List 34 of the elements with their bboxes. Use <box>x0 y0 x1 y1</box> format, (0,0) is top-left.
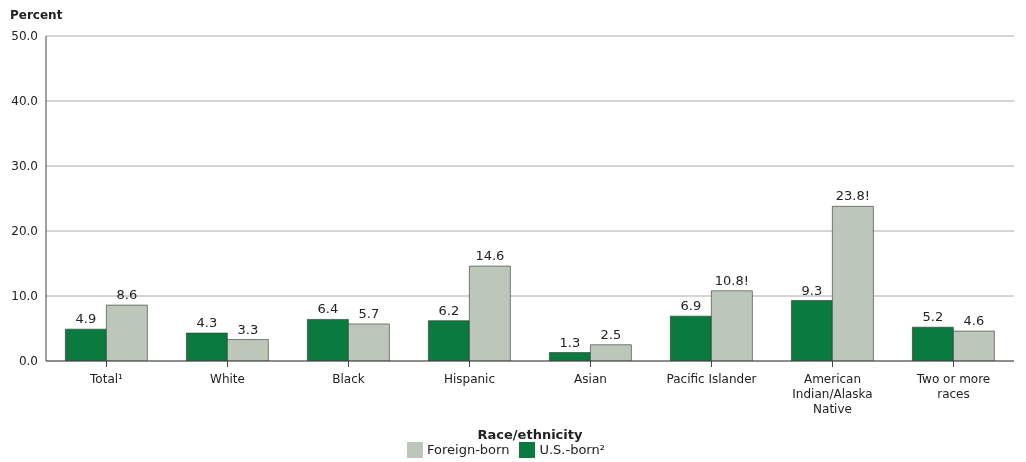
data-label: 10.8! <box>714 272 749 288</box>
y-tick-label: 40.0 <box>11 94 38 109</box>
data-label: 5.2 <box>922 309 944 325</box>
x-tick-label: Black <box>332 372 365 386</box>
x-tick-label: Hispanic <box>443 372 496 386</box>
data-label: 9.3 <box>801 282 823 298</box>
data-label: 6.2 <box>438 302 460 318</box>
data-label: 2.5 <box>600 326 622 342</box>
data-label: 4.6 <box>963 313 985 329</box>
x-tick-label: Asian <box>574 372 607 386</box>
x-tick-label: American Indian/Alaska Native <box>792 372 873 416</box>
y-tick-label: 20.0 <box>11 224 38 239</box>
y-tick-label: 0.0 <box>18 354 38 369</box>
y-tick-label: 30.0 <box>11 159 38 174</box>
data-label: 1.3 <box>559 334 581 350</box>
legend-label: U.S.-born² <box>539 442 605 457</box>
data-label: 14.6 <box>475 248 505 264</box>
data-label: 6.9 <box>680 298 702 314</box>
legend-label: Foreign-born <box>427 442 510 457</box>
y-axis-title: Percent <box>10 8 63 22</box>
data-label: 3.3 <box>237 321 259 337</box>
data-label: 5.7 <box>358 305 380 321</box>
data-label: 4.3 <box>196 315 218 331</box>
data-label: 6.4 <box>317 301 339 317</box>
y-tick-label: 50.0 <box>11 29 38 44</box>
data-label: 8.6 <box>116 287 138 303</box>
x-tick-label: Pacific Islander <box>666 372 757 386</box>
data-label: 4.9 <box>75 311 97 327</box>
x-tick-label: White <box>210 372 245 386</box>
x-tick-label: Two or more races <box>915 372 991 401</box>
data-label: 23.8! <box>835 188 870 204</box>
x-axis-title: Race/ethnicity <box>477 427 583 442</box>
y-tick-label: 10.0 <box>11 289 38 304</box>
x-tick-label: Total¹ <box>89 372 124 386</box>
